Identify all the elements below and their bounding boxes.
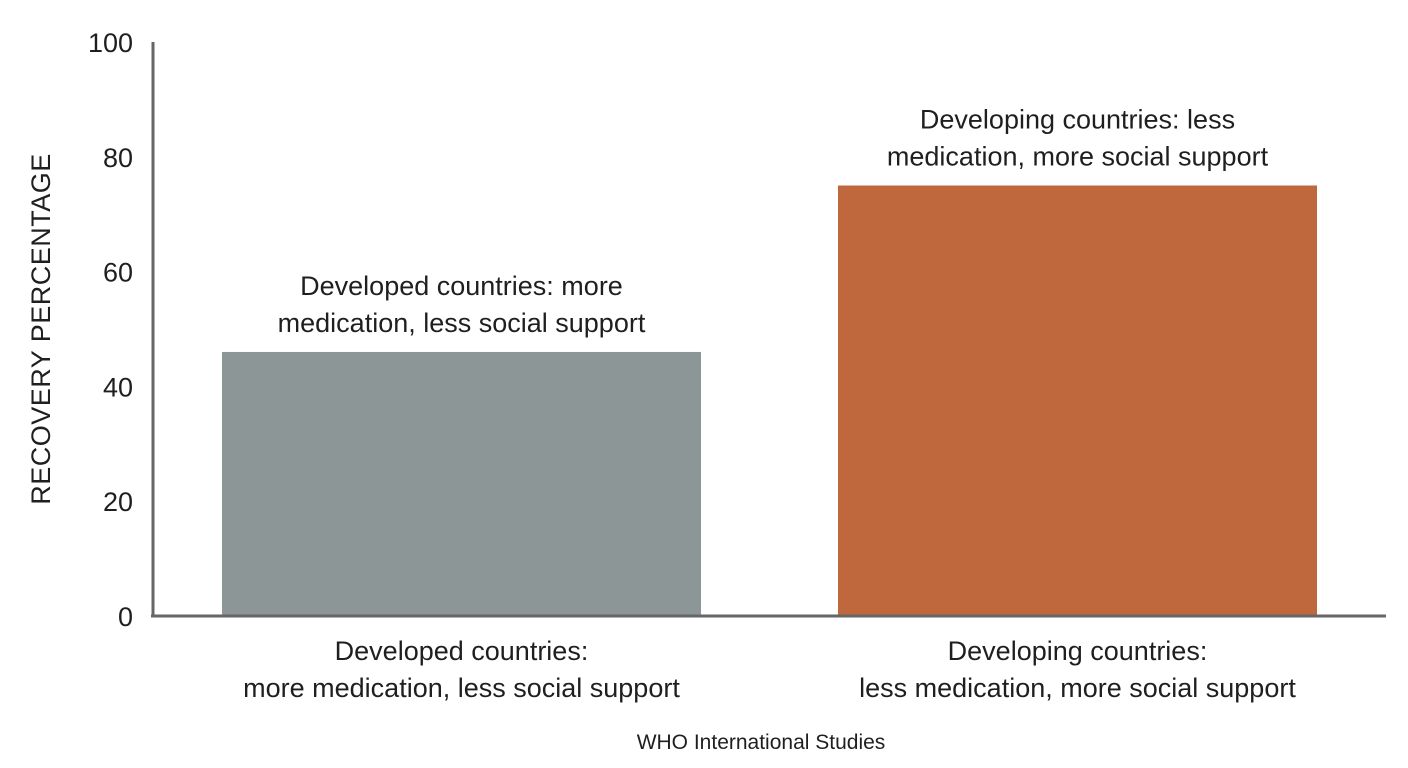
bar-1 [222,351,701,616]
x-category-label-line-2: more medication, less social support [243,673,680,703]
x-category-label-line-1: Developing countries: [948,636,1208,666]
x-category-label-line-2: less medication, more social support [859,673,1296,703]
bar-2 [838,185,1317,616]
y-tick-label: 40 [103,372,133,402]
y-tick-label: 60 [103,258,133,288]
y-axis-title: RECOVERY PERCENTAGE [26,153,56,505]
y-tick-label: 0 [118,602,133,632]
y-axis-ticks: 0 20 40 60 80 100 [88,28,133,632]
bars-group [222,185,1317,616]
x-axis-title: WHO International Studies [637,731,886,754]
bar-annotation-line-1: Developing countries: less [920,105,1235,135]
bar-annotation-line-1: Developed countries: more [300,271,623,301]
y-tick-label: 20 [103,487,133,517]
bar-annotation-line-2: medication, more social support [887,142,1269,172]
bar-annotations-group: Developed countries: more medication, les… [278,105,1269,338]
x-axis-category-labels: Developed countries: more medication, les… [243,636,1296,703]
y-tick-label: 100 [88,28,133,58]
y-tick-label: 80 [103,143,133,173]
x-category-label-line-1: Developed countries: [335,636,589,666]
bar-annotation-line-2: medication, less social support [278,308,646,338]
